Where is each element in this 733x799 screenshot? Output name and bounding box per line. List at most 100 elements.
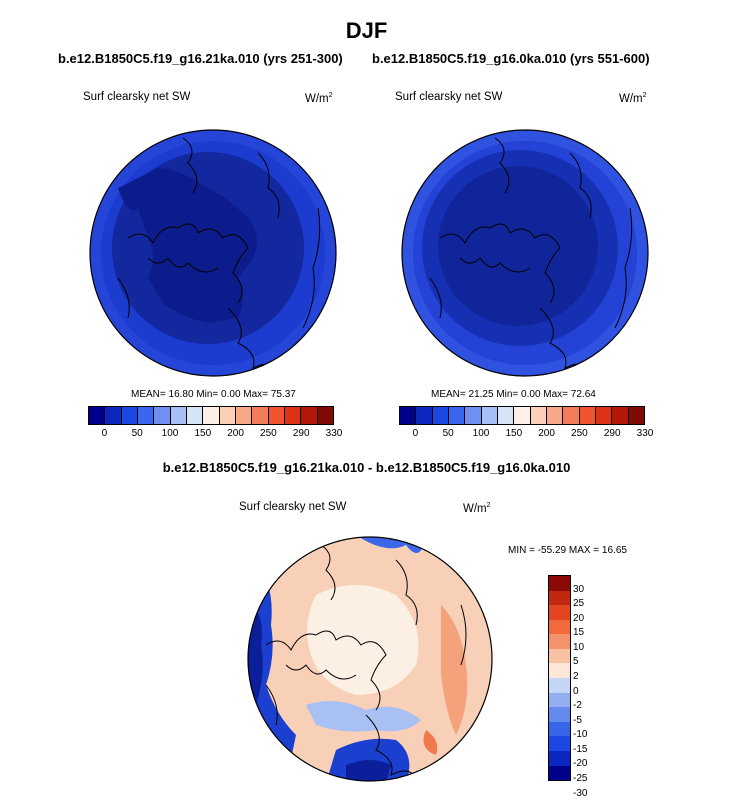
right-units-label: W/m2 xyxy=(619,92,647,105)
colorbar-swatch xyxy=(530,407,547,424)
colorbar-swatch xyxy=(514,407,531,424)
colorbar-swatch xyxy=(549,707,570,722)
left-colorbar-ticks: 0 50 100 150 200 250 290 330 xyxy=(88,428,343,442)
right-colorbar xyxy=(399,406,645,425)
colorbar-tick-label: 25 xyxy=(573,598,585,610)
colorbar-swatch xyxy=(612,407,629,424)
colorbar-swatch xyxy=(481,407,498,424)
colorbar-swatch xyxy=(105,407,122,424)
colorbar-swatch xyxy=(549,721,570,737)
colorbar-tick-label: 290 xyxy=(603,428,621,439)
colorbar-swatch xyxy=(549,576,570,591)
colorbar-swatch xyxy=(549,605,570,620)
colorbar-swatch xyxy=(448,407,466,424)
diff-variable-label: Surf clearsky net SW xyxy=(239,501,347,513)
colorbar-tick-label: 250 xyxy=(260,428,277,439)
colorbar-swatch xyxy=(595,407,613,424)
colorbar-tick-label: 290 xyxy=(292,428,310,439)
colorbar-tick-label: 250 xyxy=(571,428,588,439)
colorbar-tick-label: 2 xyxy=(573,671,579,682)
diff-polar-map xyxy=(247,536,493,782)
colorbar-tick-label: 30 xyxy=(573,583,585,595)
colorbar-swatch xyxy=(563,407,580,424)
colorbar-swatch xyxy=(416,407,433,424)
map-fill-core xyxy=(118,168,257,323)
colorbar-tick-label: -15 xyxy=(573,743,588,755)
colorbar-tick-label: -10 xyxy=(573,729,588,741)
colorbar-swatch xyxy=(235,407,253,424)
map-fill-positive-east xyxy=(441,605,468,735)
colorbar-tick-label: 50 xyxy=(442,428,454,439)
colorbar-tick-label: 200 xyxy=(227,428,244,439)
colorbar-swatch xyxy=(549,750,570,766)
coastline-right xyxy=(429,137,633,374)
colorbar-tick-label: 100 xyxy=(472,428,490,439)
colorbar-swatch xyxy=(252,407,269,424)
left-panel-title: b.e12.B1850C5.f19_g16.21ka.010 (yrs 251-… xyxy=(58,51,343,66)
colorbar-tick-label: 150 xyxy=(505,428,523,439)
colorbar-swatch xyxy=(301,407,318,424)
map-fill-positive-patch xyxy=(423,730,438,755)
colorbar-swatch xyxy=(400,407,417,424)
left-units-label: W/m2 xyxy=(305,92,333,105)
colorbar-tick-label: 0 xyxy=(101,428,108,439)
colorbar-tick-label: 150 xyxy=(194,428,212,439)
colorbar-tick-label: 15 xyxy=(573,627,585,639)
colorbar-tick-label: -25 xyxy=(573,773,588,784)
colorbar-swatch xyxy=(137,407,155,424)
diff-stats: MIN = -55.29 MAX = 16.65 xyxy=(508,545,627,556)
colorbar-swatch xyxy=(465,407,482,424)
colorbar-tick-label: 330 xyxy=(325,428,343,439)
colorbar-swatch xyxy=(186,407,204,424)
map-fill-light-blue xyxy=(306,701,421,732)
right-panel-title: b.e12.B1850C5.f19_g16.0ka.010 (yrs 551-6… xyxy=(372,51,650,66)
colorbar-swatch xyxy=(579,407,596,424)
colorbar-swatch xyxy=(546,407,564,424)
colorbar-swatch xyxy=(549,692,570,708)
right-variable-label: Surf clearsky net SW xyxy=(395,91,503,103)
coastline-diff xyxy=(265,544,467,781)
colorbar-tick-label: 100 xyxy=(161,428,179,439)
colorbar-swatch xyxy=(203,407,220,424)
diff-panel-title: b.e12.B1850C5.f19_g16.21ka.010 - b.e12.B… xyxy=(162,460,571,475)
colorbar-tick-label: -5 xyxy=(573,714,582,726)
colorbar-swatch xyxy=(170,407,187,424)
colorbar-tick-label: 20 xyxy=(573,612,585,624)
left-variable-label: Surf clearsky net SW xyxy=(83,91,191,103)
colorbar-tick-label: 330 xyxy=(636,428,654,439)
colorbar-swatch xyxy=(549,590,570,606)
colorbar-tick-label: 0 xyxy=(412,428,419,439)
colorbar-swatch xyxy=(549,736,570,751)
colorbar-tick-label: -20 xyxy=(573,758,588,770)
colorbar-swatch xyxy=(628,407,644,424)
colorbar-swatch xyxy=(497,407,515,424)
colorbar-swatch xyxy=(549,648,570,664)
colorbar-swatch xyxy=(549,678,570,693)
left-colorbar xyxy=(88,406,334,425)
colorbar-swatch xyxy=(549,663,570,679)
colorbar-tick-label: 200 xyxy=(538,428,555,439)
colorbar-swatch xyxy=(154,407,171,424)
diff-colorbar-ticks: 30 25 20 15 10 5 2 0 -2 -5 -10 -15 -20 -25 -30 xyxy=(573,575,613,799)
colorbar-swatch xyxy=(549,619,570,635)
figure-title: DJF xyxy=(345,18,388,43)
left-polar-map xyxy=(89,129,337,377)
colorbar-tick-label: 50 xyxy=(131,428,143,439)
diff-colorbar xyxy=(548,575,571,781)
colorbar-swatch xyxy=(284,407,302,424)
colorbar-tick-label: -2 xyxy=(573,700,582,712)
right-stats: MEAN= 21.25 Min= 0.00 Max= 72.64 xyxy=(431,389,596,400)
colorbar-swatch xyxy=(219,407,236,424)
colorbar-swatch xyxy=(549,634,570,649)
map-fill-inner xyxy=(438,166,598,326)
right-polar-map xyxy=(401,129,649,377)
colorbar-swatch xyxy=(549,765,570,781)
map-fill-negative-south-core xyxy=(346,760,391,781)
colorbar-tick-label: 5 xyxy=(573,656,579,668)
colorbar-tick-label: 10 xyxy=(573,641,585,653)
left-stats: MEAN= 16.80 Min= 0.00 Max= 75.37 xyxy=(131,389,296,400)
right-colorbar-ticks: 0 50 100 150 200 250 290 330 xyxy=(399,428,654,442)
colorbar-tick-label: 0 xyxy=(573,685,579,697)
colorbar-tick-label: -30 xyxy=(573,787,588,799)
colorbar-swatch xyxy=(432,407,449,424)
